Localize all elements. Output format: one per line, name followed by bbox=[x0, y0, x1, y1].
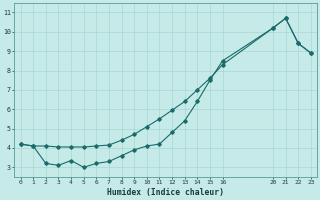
X-axis label: Humidex (Indice chaleur): Humidex (Indice chaleur) bbox=[107, 188, 224, 197]
